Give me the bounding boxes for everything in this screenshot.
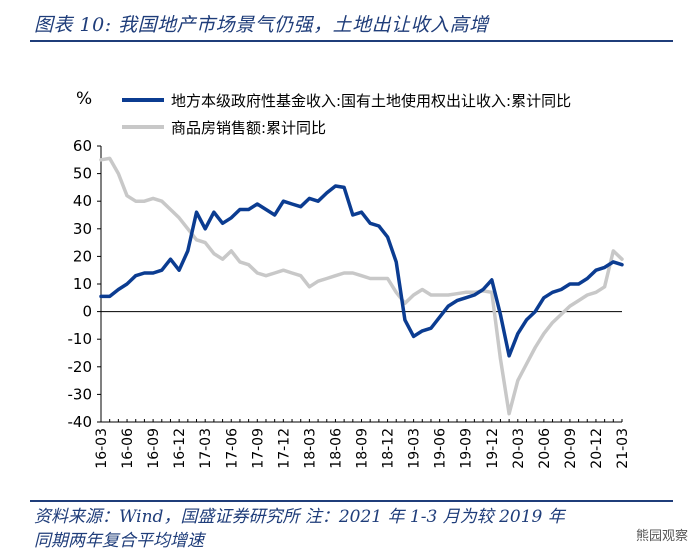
x-tick-label: 17-03 bbox=[198, 428, 214, 469]
y-tick-label: -40 bbox=[68, 413, 93, 431]
x-tick-label: 17-12 bbox=[276, 428, 292, 469]
x-tick-label: 20-03 bbox=[511, 428, 527, 469]
series-line-land-revenue bbox=[99, 184, 624, 358]
title-divider bbox=[30, 40, 673, 42]
series-line-property-sales bbox=[99, 156, 624, 416]
x-tick-label: 20-09 bbox=[563, 428, 579, 469]
x-tick-label: 20-12 bbox=[589, 428, 605, 469]
x-tick-label: 21-03 bbox=[615, 428, 631, 469]
x-tick-label: 19-12 bbox=[485, 428, 501, 469]
source-line-2: 同期两年复合平均增速 bbox=[34, 531, 204, 551]
figure-header: 图表 10: 我国地产市场景气仍强，土地出让收入高增 bbox=[0, 0, 700, 44]
x-tick-label: 18-09 bbox=[355, 428, 371, 469]
watermark-label: 熊园观察 bbox=[631, 524, 692, 545]
x-tick-label: 16-09 bbox=[146, 428, 162, 469]
x-tick-label: 20-06 bbox=[537, 428, 553, 469]
x-tick-label: 16-03 bbox=[94, 428, 110, 469]
x-tick-label: 17-06 bbox=[224, 428, 240, 469]
x-tick-label: 18-03 bbox=[302, 428, 318, 469]
x-tick-label: 16-06 bbox=[120, 428, 136, 469]
legend: 地方本级政府性基金收入:国有土地使用权出让收入:累计同比 商品房销售额:累计同比 bbox=[122, 92, 571, 137]
x-tick-label: 19-09 bbox=[459, 428, 475, 469]
y-tick-label: 10 bbox=[73, 275, 92, 293]
y-tick-label: 0 bbox=[82, 303, 92, 321]
y-tick-label: -10 bbox=[68, 330, 93, 348]
y-tick-label: 20 bbox=[73, 247, 92, 265]
x-tick-label: 19-06 bbox=[433, 428, 449, 469]
y-axis-unit-label: % bbox=[76, 89, 92, 109]
series-lines bbox=[99, 156, 624, 416]
x-tick-label: 18-06 bbox=[328, 428, 344, 469]
y-tick-label: -20 bbox=[68, 358, 93, 376]
x-tick-label: 18-12 bbox=[381, 428, 397, 469]
x-tick-label: 16-12 bbox=[172, 428, 188, 469]
source-divider bbox=[30, 500, 673, 502]
source-line-1: 资料来源：Wind，国盛证券研究所 注：2021 年 1-3 月为较 2019 … bbox=[34, 507, 565, 527]
legend-label-land-revenue: 地方本级政府性基金收入:国有土地使用权出让收入:累计同比 bbox=[171, 92, 571, 110]
y-tick-label: 60 bbox=[73, 137, 92, 155]
y-tick-label: 30 bbox=[73, 220, 92, 238]
figure-title: 图表 10: 我国地产市场景气仍强，土地出让收入高增 bbox=[34, 14, 489, 36]
x-tick-label: 17-09 bbox=[250, 428, 266, 469]
source-note: 资料来源：Wind，国盛证券研究所 注：2021 年 1-3 月为较 2019 … bbox=[34, 505, 674, 553]
legend-label-property-sales: 商品房销售额:累计同比 bbox=[171, 119, 326, 137]
x-tick-label: 19-03 bbox=[407, 428, 423, 469]
y-tick-label: 50 bbox=[73, 165, 92, 183]
y-tick-label: -30 bbox=[68, 385, 93, 403]
y-tick-label: 40 bbox=[73, 192, 92, 210]
